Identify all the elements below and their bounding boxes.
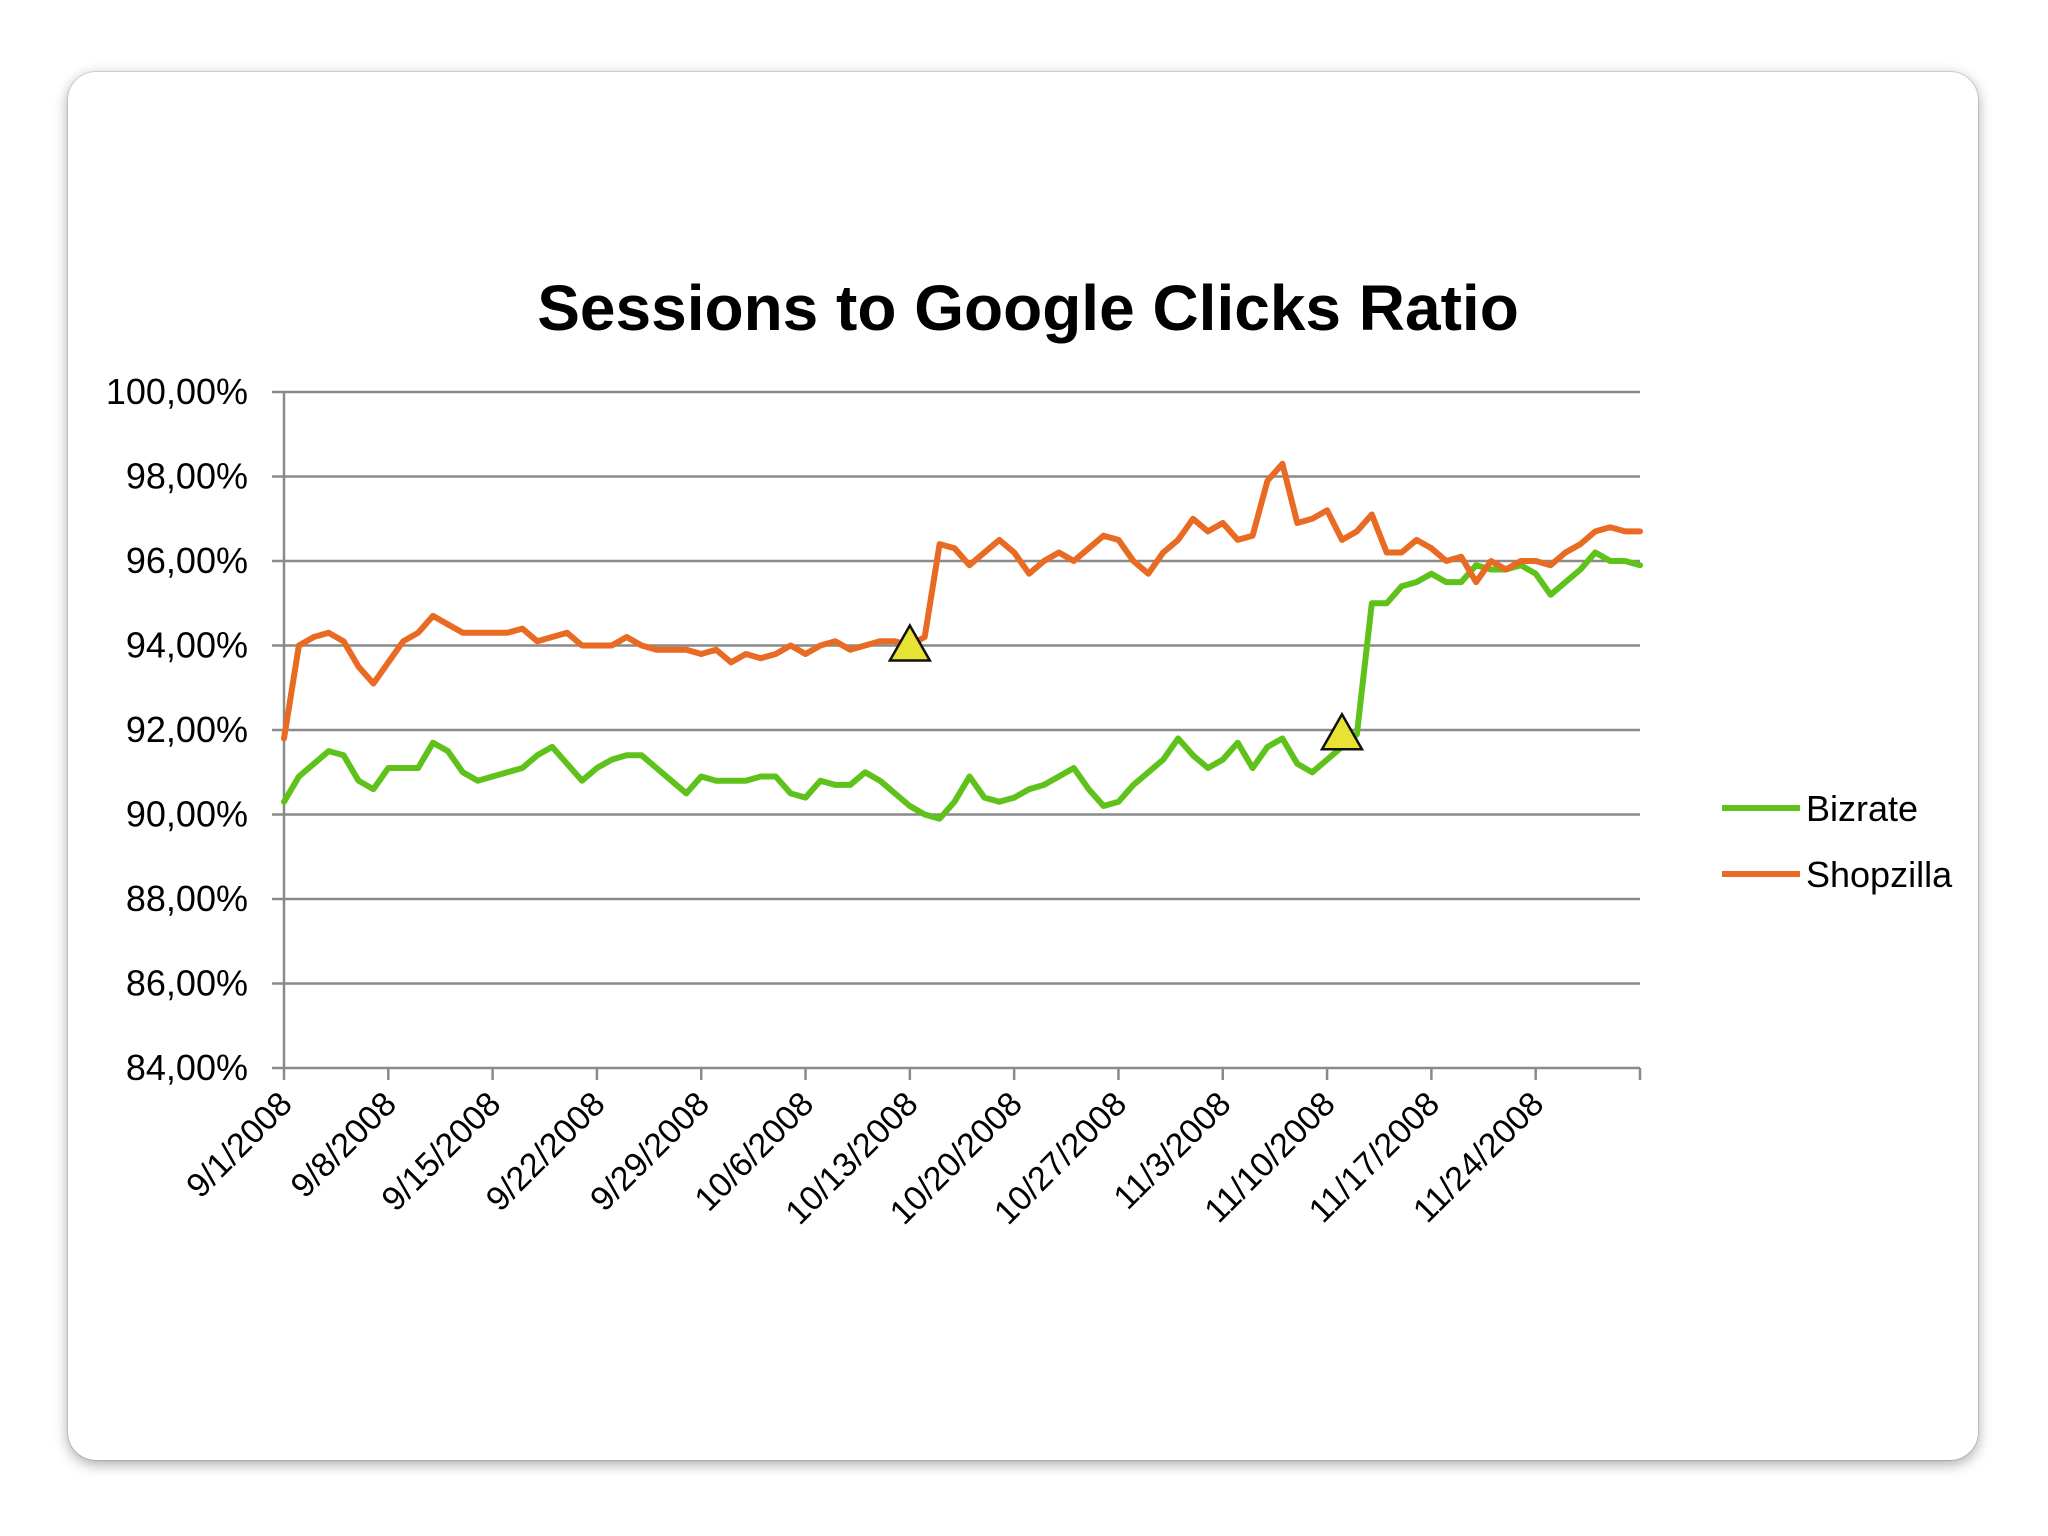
- y-tick-label: 100,00%: [106, 371, 248, 412]
- y-tick-label: 90,00%: [126, 794, 248, 835]
- y-tick-label: 86,00%: [126, 963, 248, 1004]
- series-line-shopzilla: [281, 460, 1643, 742]
- axes: [282, 392, 1642, 1080]
- x-tick-label: 9/1/2008: [179, 1085, 299, 1205]
- y-tick-label: 98,00%: [126, 456, 248, 497]
- y-tick-label: 92,00%: [126, 709, 248, 750]
- y-axis-ticks: 100,00% 98,00% 96,00% 94,00% 92,00% 90,00% 88,…: [106, 371, 248, 1088]
- x-axis-ticks: 9/1/20089/8/20089/15/20089/22/20089/29/2…: [179, 1085, 1551, 1232]
- annotation-markers: [887, 622, 1365, 751]
- legend: Bizrate Shopzilla: [1722, 788, 1953, 895]
- chart-title: Sessions to Google Clicks Ratio: [537, 272, 1519, 344]
- gridlines: [272, 390, 1640, 1070]
- series-line-bizrate: [281, 549, 1643, 822]
- y-tick-label: 94,00%: [126, 625, 248, 666]
- series-lines: [281, 460, 1643, 822]
- y-tick-label: 88,00%: [126, 878, 248, 919]
- legend-label-bizrate: Bizrate: [1806, 788, 1918, 829]
- triangle-marker: [887, 622, 933, 662]
- y-tick-label: 84,00%: [126, 1047, 248, 1088]
- y-tick-label: 96,00%: [126, 540, 248, 581]
- legend-label-shopzilla: Shopzilla: [1806, 854, 1953, 895]
- triangle-marker: [1319, 711, 1365, 751]
